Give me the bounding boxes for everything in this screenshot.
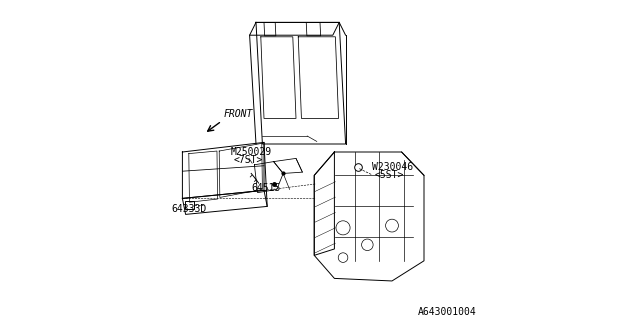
Text: <7ST>: <7ST>	[234, 155, 263, 165]
Text: 64333D: 64333D	[172, 204, 207, 214]
Text: W230046: W230046	[372, 162, 413, 172]
Bar	[186, 201, 193, 209]
Text: <5ST>: <5ST>	[374, 170, 404, 180]
Text: A643001004: A643001004	[418, 307, 477, 317]
Text: FRONT: FRONT	[224, 109, 253, 119]
Text: M250029: M250029	[231, 147, 272, 157]
Text: 64515: 64515	[251, 183, 280, 193]
